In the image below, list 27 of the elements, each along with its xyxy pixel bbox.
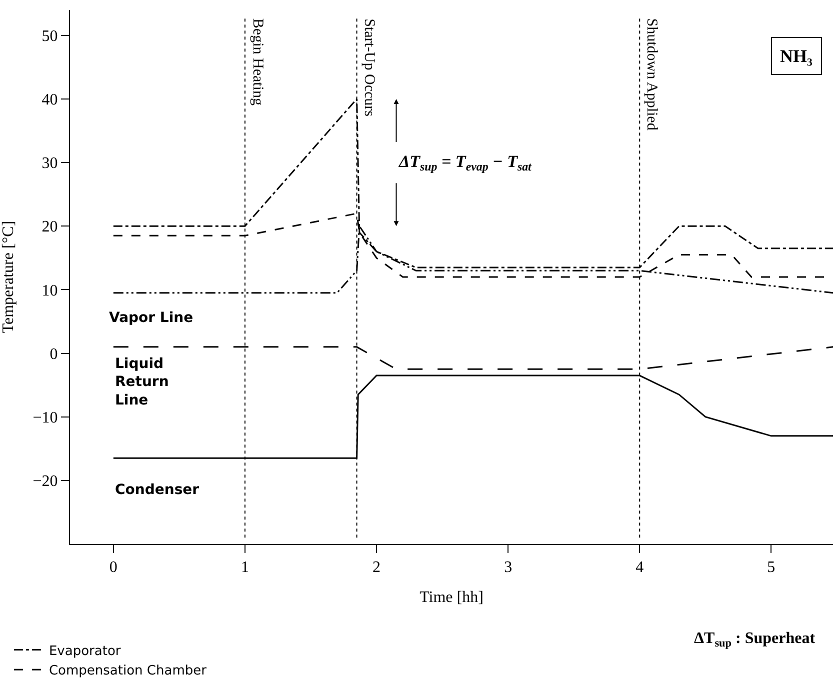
x-tick-label: 3 [504, 559, 512, 576]
y-tick-label: 0 [50, 346, 58, 363]
legend-label: Compensation Chamber [48, 664, 208, 679]
annotation: NH₃ [780, 46, 813, 66]
text: ΔT$_{sup}$ : Superheat [694, 630, 816, 650]
x-tick-label: 0 [109, 559, 118, 576]
x-tick-label: 5 [767, 559, 776, 576]
y-tick-label: −20 [32, 473, 58, 490]
y-tick-label: 40 [42, 92, 58, 109]
x-tick-label: 4 [636, 559, 644, 576]
legend-label: Evaporator [48, 644, 122, 659]
series-label: Liquid Return Line [115, 356, 169, 408]
series-label: Condenser [115, 482, 200, 498]
y-tick-label: 10 [42, 282, 58, 300]
series-label: Vapor Line [109, 310, 194, 326]
y-tick-label: 20 [42, 218, 58, 236]
ref-line-label: Begin Heating [249, 18, 266, 106]
ref-line-label: Start-Up Occurs [361, 18, 378, 117]
y-tick-label: −10 [32, 409, 58, 426]
ref-line-label: Shutdown Applied [643, 18, 660, 131]
x-axis-title: Time [hh] [420, 588, 484, 606]
annotation: ΔT$_{sup}$ = T$_{evap}$ − T$_{sat}$ [398, 152, 532, 174]
y-tick-label: 50 [42, 28, 58, 46]
x-tick-label: 1 [240, 559, 249, 576]
y-tick-label: 30 [42, 155, 58, 172]
y-axis-title: Temperature [°C] [0, 220, 17, 334]
x-tick-label: 2 [372, 559, 381, 576]
